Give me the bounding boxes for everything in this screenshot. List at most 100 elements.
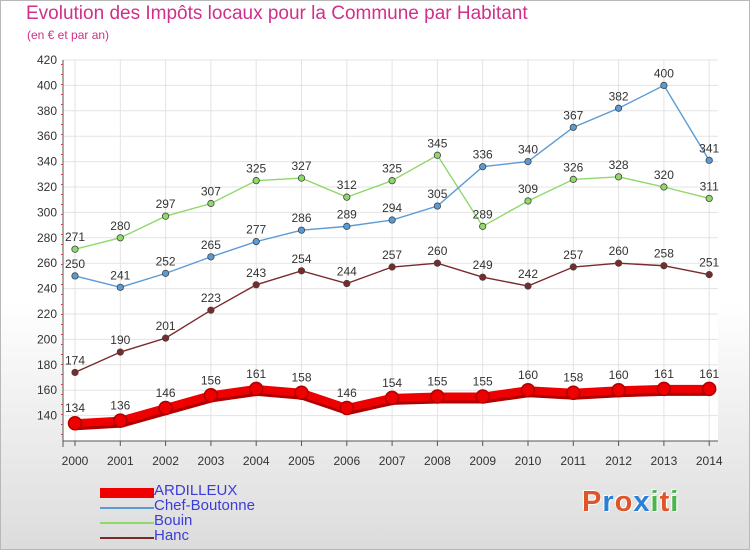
data-label-chef-boutonne: 277 [246, 223, 266, 237]
data-point-chef-boutonne [433, 202, 441, 210]
y-tick-label: 240 [37, 282, 57, 296]
data-point-chef-boutonne [614, 104, 623, 112]
data-point-hanc [252, 281, 260, 289]
data-label-hanc: 243 [246, 266, 266, 280]
data-label-chef-boutonne: 341 [699, 141, 719, 155]
logo-letter: i [670, 486, 680, 518]
logo-letter: o [614, 486, 634, 518]
data-point-hanc [524, 282, 532, 290]
data-label-hanc: 190 [110, 333, 130, 347]
data-point-ardilleux [203, 388, 219, 403]
data-point-chef-boutonne [660, 81, 668, 90]
data-point-bouin [71, 245, 79, 253]
data-label-bouin: 327 [291, 159, 311, 173]
data-label-ardilleux: 155 [473, 375, 493, 389]
data-point-hanc [388, 263, 396, 271]
legend-swatch [100, 507, 154, 509]
x-tick-label: 2002 [152, 454, 179, 468]
data-label-bouin: 307 [201, 185, 221, 199]
y-tick-label: 280 [37, 231, 57, 245]
data-label-chef-boutonne: 340 [518, 143, 538, 157]
data-label-hanc: 251 [699, 256, 719, 270]
data-label-bouin: 320 [654, 168, 674, 182]
x-tick-label: 2006 [333, 454, 360, 468]
x-tick-label: 2007 [379, 454, 406, 468]
y-tick-label: 300 [37, 205, 57, 219]
chart-subtitle: (en € et par an) [27, 28, 110, 42]
data-label-hanc: 249 [473, 258, 493, 272]
x-tick-label: 2005 [288, 454, 315, 468]
y-tick-label: 380 [37, 104, 57, 118]
data-point-hanc [614, 259, 623, 267]
data-point-ardilleux [520, 382, 536, 398]
data-point-bouin [705, 194, 713, 203]
legend-label: ARDILLEUX [154, 482, 238, 499]
data-point-bouin [433, 151, 441, 159]
data-label-chef-boutonne: 367 [563, 108, 583, 122]
legend-label: Bouin [154, 512, 193, 529]
data-point-ardilleux [611, 382, 626, 398]
data-label-ardilleux: 161 [699, 367, 719, 381]
data-point-ardilleux [158, 400, 173, 416]
data-point-bouin [116, 234, 124, 242]
data-point-chef-boutonne [479, 163, 487, 171]
y-tick-label: 220 [37, 307, 57, 321]
legend-label: Hanc [154, 527, 190, 544]
data-point-ardilleux [339, 400, 355, 416]
data-label-ardilleux: 158 [563, 371, 583, 385]
data-point-bouin [524, 197, 532, 205]
data-label-bouin: 309 [518, 182, 538, 196]
data-label-bouin: 328 [609, 158, 629, 172]
data-point-chef-boutonne [297, 226, 306, 234]
data-label-chef-boutonne: 382 [609, 89, 629, 103]
data-label-chef-boutonne: 241 [110, 268, 130, 282]
data-label-hanc: 260 [427, 244, 447, 258]
data-point-hanc [660, 262, 668, 270]
data-point-bouin [162, 212, 170, 220]
data-point-bouin [343, 193, 351, 201]
data-point-chef-boutonne [116, 283, 124, 291]
data-label-ardilleux: 134 [65, 401, 85, 415]
data-label-bouin: 297 [156, 197, 176, 211]
data-point-hanc [569, 263, 577, 271]
data-point-hanc [343, 279, 351, 288]
x-tick-label: 2008 [424, 454, 451, 468]
data-label-bouin: 345 [427, 136, 447, 150]
logo-letter: P [582, 486, 603, 518]
data-point-ardilleux [248, 381, 264, 397]
data-point-chef-boutonne [569, 123, 577, 131]
data-label-ardilleux: 158 [291, 371, 311, 385]
data-point-ardilleux [475, 389, 490, 404]
data-label-hanc: 244 [337, 265, 357, 279]
plot-area [63, 60, 718, 441]
data-point-ardilleux [430, 389, 445, 404]
data-point-hanc [705, 271, 713, 279]
data-label-hanc: 257 [382, 248, 402, 262]
x-tick-label: 2012 [605, 454, 632, 468]
logo-letter: i [650, 486, 660, 518]
data-point-hanc [297, 267, 306, 275]
data-point-hanc [207, 306, 215, 314]
data-label-ardilleux: 156 [201, 373, 221, 387]
data-point-hanc [433, 259, 441, 267]
data-label-bouin: 325 [382, 162, 402, 176]
data-label-hanc: 201 [156, 319, 176, 333]
y-tick-label: 400 [37, 78, 57, 92]
y-tick-label: 260 [37, 256, 57, 270]
data-label-hanc: 174 [65, 353, 85, 367]
y-tick-label: 360 [37, 129, 57, 143]
data-point-chef-boutonne [252, 238, 260, 246]
y-tick-label: 200 [37, 332, 57, 346]
data-label-bouin: 280 [110, 219, 130, 233]
data-point-bouin [207, 199, 215, 208]
x-tick-label: 2014 [696, 454, 723, 468]
data-label-chef-boutonne: 400 [654, 66, 674, 80]
logo-letter: r [602, 486, 615, 518]
x-tick-label: 2000 [62, 454, 89, 468]
data-label-chef-boutonne: 336 [473, 148, 493, 162]
x-tick-label: 2010 [515, 454, 542, 468]
data-label-ardilleux: 155 [427, 375, 447, 389]
y-tick-label: 420 [37, 53, 57, 67]
data-label-ardilleux: 136 [110, 399, 130, 413]
data-label-ardilleux: 160 [518, 368, 538, 382]
